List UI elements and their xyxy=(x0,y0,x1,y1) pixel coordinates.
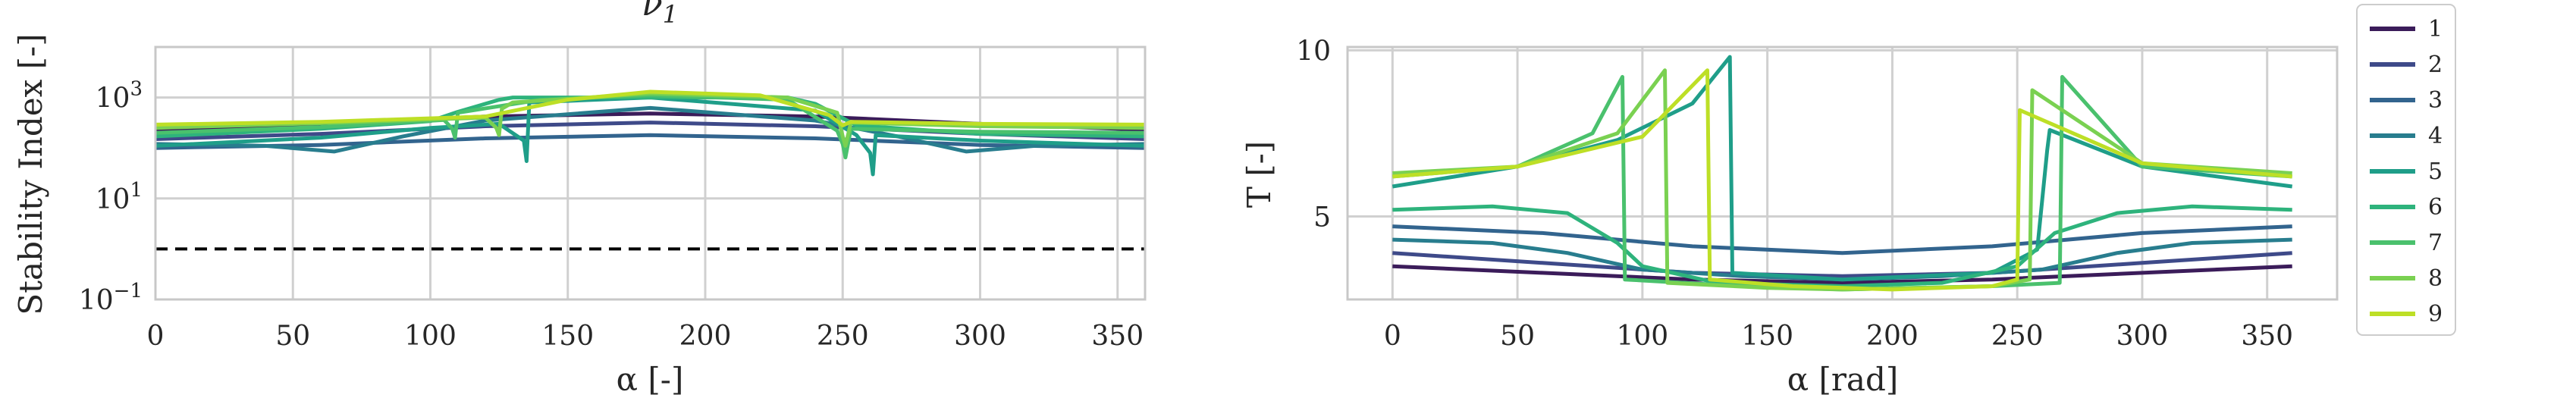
left-series-3-line xyxy=(155,133,1146,150)
left-x-tick-200: 200 xyxy=(679,321,732,352)
right-x-tick-0: 0 xyxy=(1384,321,1401,352)
right-chart: 0 50 100 150 200 250 300 350 5 10 α [rad] T [-] xyxy=(1241,36,2339,398)
legend-label-4: 4 xyxy=(2428,123,2443,149)
right-series-5-line xyxy=(1392,55,2293,282)
legend: 1 2 3 4 5 6 7 8 9 xyxy=(2356,4,2456,336)
right-x-tick-50: 50 xyxy=(1500,321,1535,352)
left-y-axis-label: Stability Index [-] xyxy=(12,33,49,315)
right-series-3-line xyxy=(1392,224,2292,255)
left-x-tick-0: 0 xyxy=(147,321,165,352)
left-x-tick-50: 50 xyxy=(275,321,310,352)
left-gridlines xyxy=(154,47,1145,301)
left-x-axis-label: α [-] xyxy=(617,361,684,398)
left-y-tick-labels: 10−1 101 103 xyxy=(79,78,143,316)
legend-label-1: 1 xyxy=(2428,16,2443,42)
right-x-tick-150: 150 xyxy=(1741,321,1793,352)
right-x-tick-350: 350 xyxy=(2241,321,2293,352)
left-x-tick-250: 250 xyxy=(817,321,869,352)
right-x-tick-100: 100 xyxy=(1617,321,1669,352)
left-series-group xyxy=(155,89,1146,177)
right-x-tick-200: 200 xyxy=(1866,321,1919,352)
right-x-tick-labels: 0 50 100 150 200 250 300 350 xyxy=(1384,321,2293,352)
left-x-tick-150: 150 xyxy=(541,321,594,352)
left-y-tick-1: 101 xyxy=(96,179,143,215)
right-series-1-line xyxy=(1392,264,2292,285)
right-series-group xyxy=(1392,55,2293,292)
legend-label-7: 7 xyxy=(2428,230,2443,256)
legend-label-2: 2 xyxy=(2428,52,2443,78)
left-y-tick-0: 10−1 xyxy=(79,280,143,316)
left-x-tick-100: 100 xyxy=(404,321,457,352)
left-series-9-line xyxy=(155,89,1146,127)
left-series-4-line xyxy=(155,105,1146,154)
right-series-8-line xyxy=(1392,68,2292,292)
right-y-tick-10: 10 xyxy=(1296,36,1331,67)
left-chart: ν1 0 50 100 150 200 250 300 350 10−1 101 103 α [-… xyxy=(12,0,1147,398)
right-series-9-line xyxy=(1392,68,2292,292)
legend-label-9: 9 xyxy=(2428,301,2443,327)
legend-items: 1 2 3 4 5 6 7 8 9 xyxy=(2370,16,2443,327)
right-x-tick-300: 300 xyxy=(2116,321,2169,352)
left-plot-frame xyxy=(154,45,1147,301)
legend-label-6: 6 xyxy=(2428,194,2443,221)
right-y-tick-labels: 5 10 xyxy=(1296,36,1331,233)
right-x-tick-250: 250 xyxy=(1991,321,2044,352)
right-y-tick-5: 5 xyxy=(1313,202,1331,233)
left-y-tick-2: 103 xyxy=(96,78,143,114)
legend-label-8: 8 xyxy=(2428,265,2443,292)
legend-label-5: 5 xyxy=(2428,158,2443,185)
right-x-axis-label: α [rad] xyxy=(1787,361,1899,398)
right-series-2-line xyxy=(1392,251,2292,278)
right-y-axis-label: T [-] xyxy=(1241,141,1278,208)
left-x-tick-350: 350 xyxy=(1091,321,1144,352)
left-chart-title: ν1 xyxy=(642,0,678,29)
right-plot-frame xyxy=(1346,45,2339,301)
left-x-tick-300: 300 xyxy=(954,321,1006,352)
left-x-tick-labels: 0 50 100 150 200 250 300 350 xyxy=(147,321,1144,352)
right-series-7-line xyxy=(1392,74,2292,292)
legend-label-3: 3 xyxy=(2428,87,2443,114)
